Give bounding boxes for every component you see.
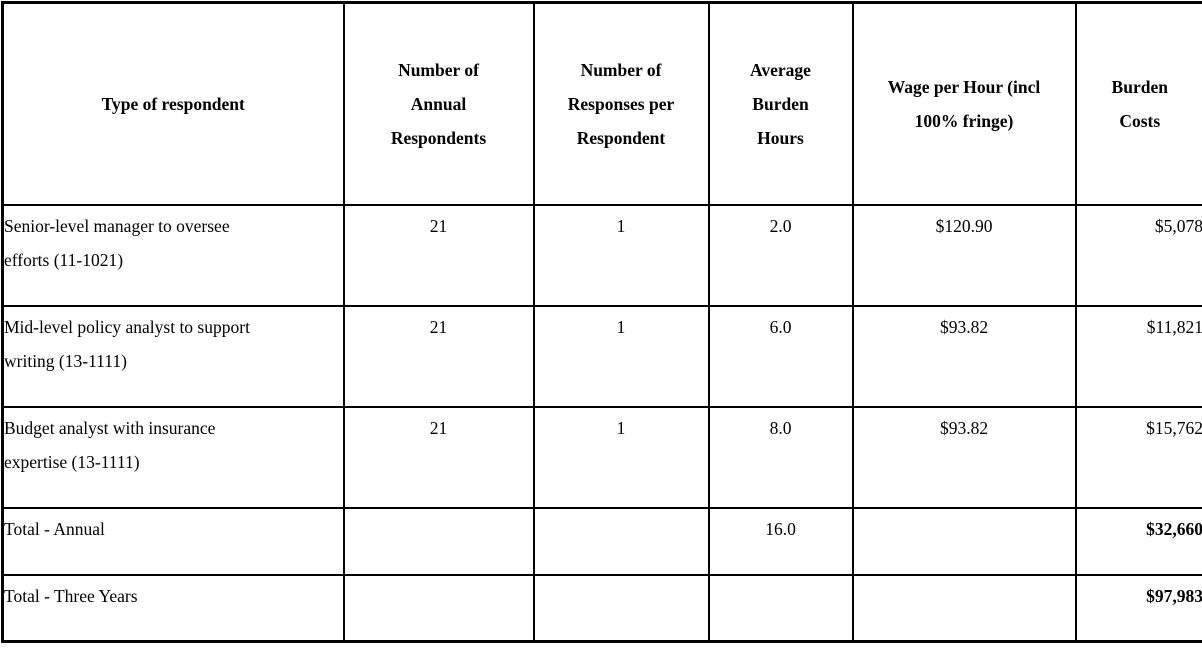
- column-header-average-burden-hours: Average Burden Hours: [707, 1, 854, 206]
- cell-cost: $32,660: [1074, 506, 1202, 576]
- cell-wage: [851, 506, 1077, 576]
- table-row-total-annual: Total - Annual 16.0 $32,660: [1, 506, 1202, 576]
- cell-responses: 1: [532, 304, 710, 408]
- cell-hours: 6.0: [707, 304, 854, 408]
- cell-respondents: 21: [342, 203, 535, 307]
- table-row: Budget analyst with insurance expertise …: [1, 405, 1202, 509]
- column-header-annual-respondents: Number of Annual Respondents: [342, 1, 535, 206]
- column-header-type-of-respondent: Type of respondent: [1, 1, 345, 206]
- cell-type: Total - Annual: [1, 506, 345, 576]
- cell-wage: $93.82: [851, 405, 1077, 509]
- column-header-burden-costs: Burden Costs: [1074, 1, 1202, 206]
- cell-responses: 1: [532, 203, 710, 307]
- cell-hours: [707, 573, 854, 643]
- cell-cost: $15,762: [1074, 405, 1202, 509]
- cell-cost: $11,821: [1074, 304, 1202, 408]
- cell-hours: 16.0: [707, 506, 854, 576]
- cell-respondents: [342, 573, 535, 643]
- cell-responses: [532, 573, 710, 643]
- table-row-total-three-years: Total - Three Years $97,983: [1, 573, 1202, 643]
- table-row: Senior-level manager to oversee efforts …: [1, 203, 1202, 307]
- cell-cost: $97,983: [1074, 573, 1202, 643]
- cell-type: Budget analyst with insurance expertise …: [1, 405, 345, 509]
- header-row: Type of respondent Number of Annual Resp…: [1, 1, 1202, 206]
- cell-type: Senior-level manager to oversee efforts …: [1, 203, 345, 307]
- cell-respondents: [342, 506, 535, 576]
- column-header-wage-per-hour: Wage per Hour (incl 100% fringe): [851, 1, 1077, 206]
- cell-cost: $5,078: [1074, 203, 1202, 307]
- cell-respondents: 21: [342, 304, 535, 408]
- cell-hours: 8.0: [707, 405, 854, 509]
- cell-wage: $93.82: [851, 304, 1077, 408]
- cell-type: Mid-level policy analyst to support writ…: [1, 304, 345, 408]
- cell-responses: 1: [532, 405, 710, 509]
- cell-respondents: 21: [342, 405, 535, 509]
- column-header-responses-per-respondent: Number of Responses per Respondent: [532, 1, 710, 206]
- cell-type: Total - Three Years: [1, 573, 345, 643]
- cell-wage: $120.90: [851, 203, 1077, 307]
- cell-wage: [851, 573, 1077, 643]
- cell-responses: [532, 506, 710, 576]
- cell-hours: 2.0: [707, 203, 854, 307]
- table-row: Mid-level policy analyst to support writ…: [1, 304, 1202, 408]
